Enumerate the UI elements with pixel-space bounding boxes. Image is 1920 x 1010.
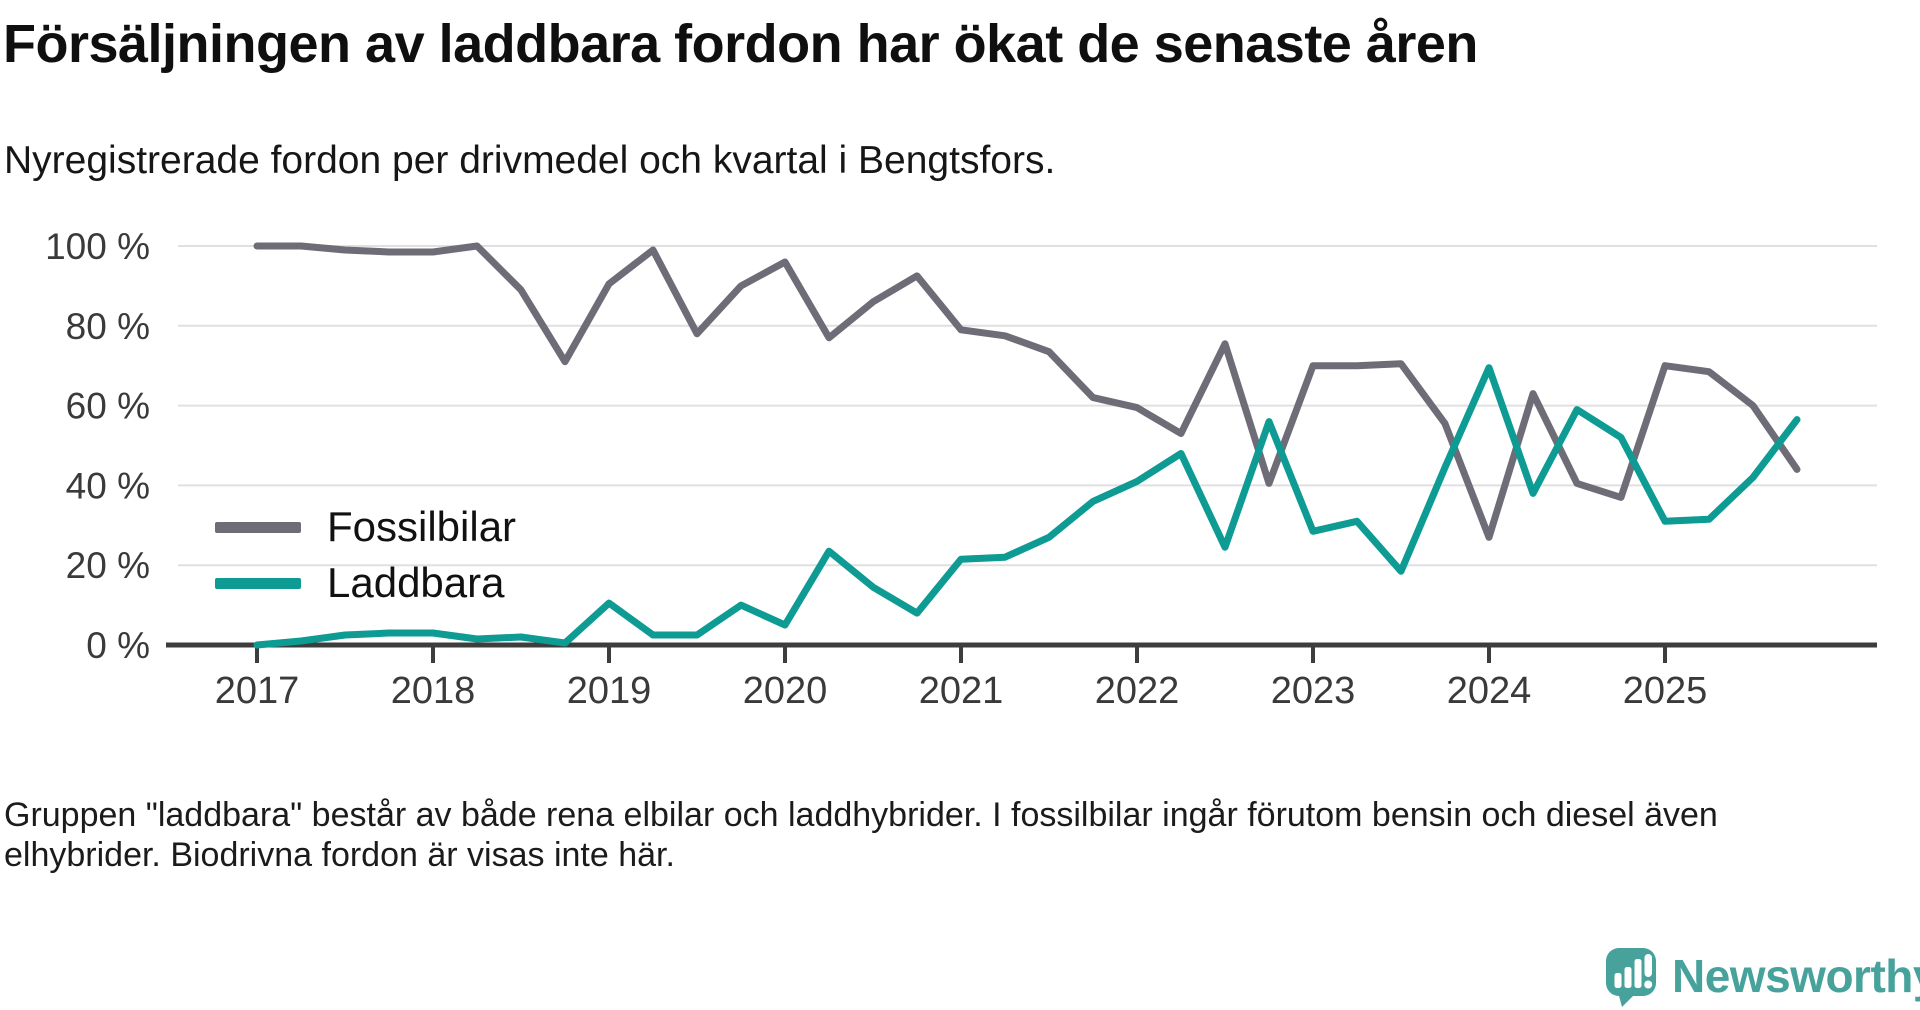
y-axis-label-20: 20 %: [66, 545, 150, 586]
page-title: Försäljningen av laddbara fordon har öka…: [3, 14, 1478, 74]
legend-label-fossilbilar: Fossilbilar: [327, 503, 517, 550]
legend-item-fossilbilar: Fossilbilar: [215, 503, 517, 550]
y-axis-label-60: 60 %: [66, 386, 150, 427]
x-axis-label-2021: 2021: [919, 670, 1004, 712]
legend-swatch-fossilbilar: [215, 521, 301, 533]
legend-label-laddbara: Laddbara: [327, 559, 505, 606]
x-axis-label-2023: 2023: [1271, 670, 1356, 712]
footnote-line-1: Gruppen "laddbara" består av både rena e…: [4, 796, 1718, 834]
newsworthy-logo-icon: [1606, 948, 1656, 1007]
y-axis-label-40: 40 %: [66, 465, 150, 506]
y-axis-label-100: 100 %: [45, 226, 150, 267]
x-axis-label-2022: 2022: [1095, 670, 1180, 712]
series-line-fossilbilar: [253, 242, 1801, 541]
footnote: Gruppen "laddbara" består av både rena e…: [4, 795, 1718, 875]
chart-subtitle: Nyregistrerade fordon per drivmedel och …: [4, 139, 1056, 182]
series-line-laddbara: [253, 364, 1801, 649]
x-axis-label-2025: 2025: [1623, 670, 1708, 712]
footnote-line-2: elhybrider. Biodrivna fordon är visas in…: [4, 836, 675, 874]
x-axis-label-2017: 2017: [215, 670, 300, 712]
y-axis-label-0: 0 %: [86, 625, 150, 666]
x-axis-label-2024: 2024: [1447, 670, 1532, 712]
y-axis-label-80: 80 %: [66, 306, 150, 347]
legend-swatch-laddbara: [215, 577, 301, 589]
x-axis-label-2019: 2019: [567, 670, 652, 712]
newsworthy-logo-text: Newsworthy: [1672, 950, 1920, 1002]
chart-legend: Fossilbilar Laddbara: [215, 503, 517, 606]
x-axis-label-2018: 2018: [391, 670, 476, 712]
newsworthy-branding: Newsworthy: [1606, 944, 1920, 1008]
legend-item-laddbara: Laddbara: [215, 559, 516, 606]
x-axis-label-2020: 2020: [743, 670, 828, 712]
